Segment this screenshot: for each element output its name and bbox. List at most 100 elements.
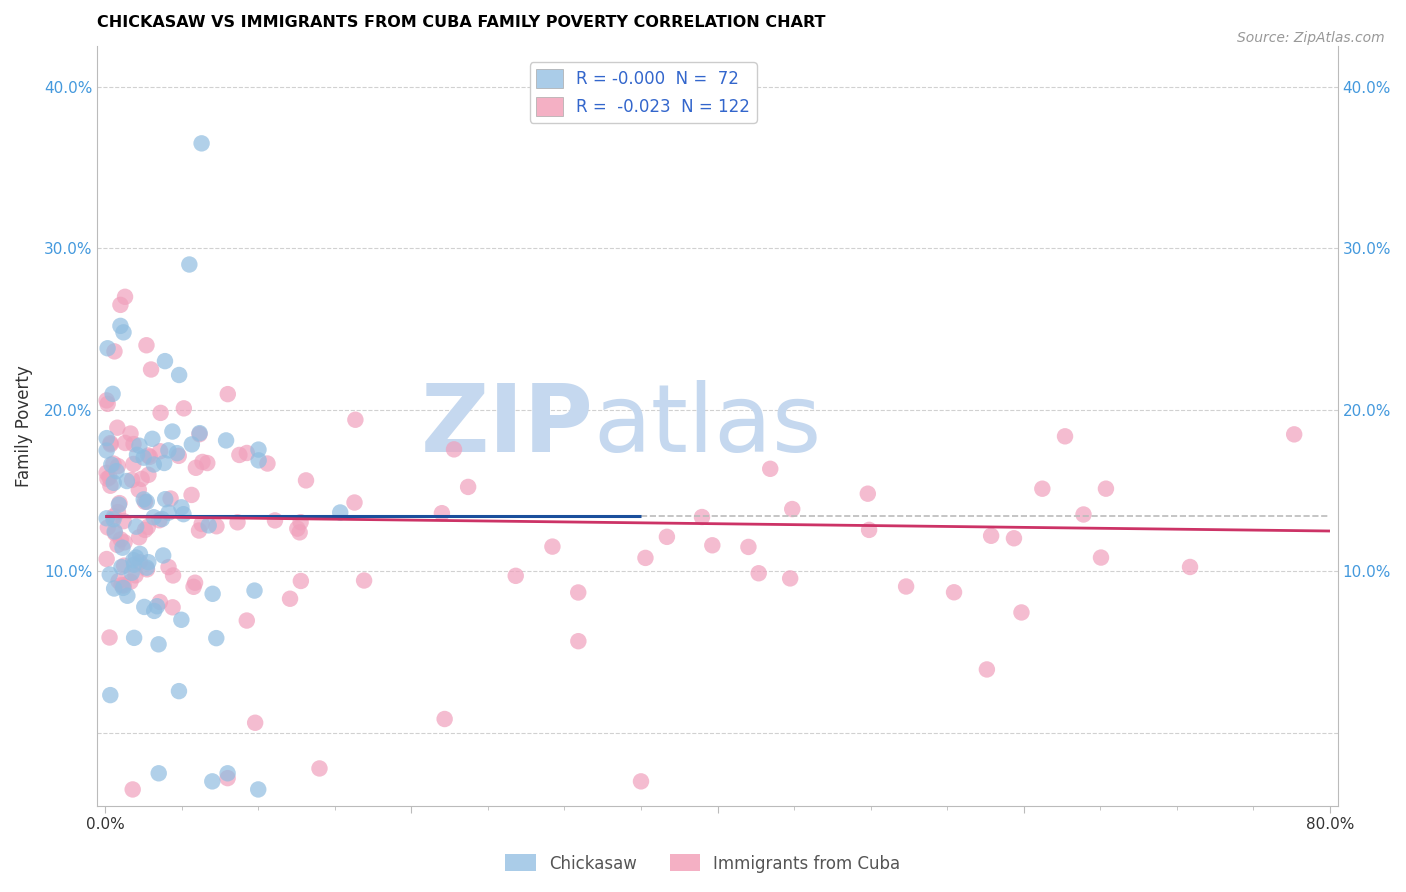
Point xyxy=(122,457,145,471)
Point xyxy=(541,540,564,554)
Point xyxy=(100,458,122,472)
Point xyxy=(103,582,125,596)
Point xyxy=(157,560,180,574)
Point xyxy=(141,432,163,446)
Point xyxy=(103,512,125,526)
Y-axis label: Family Poverty: Family Poverty xyxy=(15,365,32,487)
Point xyxy=(630,774,652,789)
Point xyxy=(1053,429,1076,443)
Point xyxy=(125,448,148,462)
Point xyxy=(329,506,352,520)
Point xyxy=(134,599,156,614)
Point xyxy=(120,426,142,441)
Point xyxy=(159,491,181,506)
Point xyxy=(124,568,146,582)
Point xyxy=(702,538,724,552)
Point xyxy=(858,523,880,537)
Point xyxy=(136,562,159,576)
Point xyxy=(173,401,195,416)
Point xyxy=(96,466,118,480)
Point xyxy=(112,581,135,595)
Point xyxy=(122,631,145,645)
Point xyxy=(856,486,879,500)
Point xyxy=(179,258,201,272)
Point xyxy=(433,712,456,726)
Point xyxy=(100,479,122,493)
Point xyxy=(132,450,155,465)
Point xyxy=(114,535,136,549)
Point xyxy=(103,344,125,359)
Text: atlas: atlas xyxy=(593,380,821,472)
Point xyxy=(103,509,125,524)
Point xyxy=(288,525,311,540)
Point xyxy=(1031,482,1053,496)
Point xyxy=(285,522,308,536)
Point xyxy=(980,529,1002,543)
Point xyxy=(167,368,190,382)
Point xyxy=(153,354,176,368)
Point xyxy=(457,480,479,494)
Point xyxy=(114,436,136,450)
Point xyxy=(136,555,159,569)
Point xyxy=(148,513,170,527)
Point xyxy=(167,684,190,698)
Point xyxy=(100,437,122,451)
Point xyxy=(353,574,375,588)
Point xyxy=(157,506,180,520)
Point xyxy=(157,443,180,458)
Point xyxy=(128,483,150,497)
Text: ZIP: ZIP xyxy=(420,380,593,472)
Point xyxy=(125,519,148,533)
Point xyxy=(97,341,120,355)
Point xyxy=(110,578,132,592)
Point xyxy=(243,583,266,598)
Point xyxy=(107,574,129,588)
Point xyxy=(134,495,156,509)
Point xyxy=(105,420,128,434)
Point xyxy=(100,436,122,450)
Point xyxy=(505,569,527,583)
Point xyxy=(1178,560,1201,574)
Point xyxy=(107,505,129,519)
Point xyxy=(103,475,125,490)
Point xyxy=(98,567,121,582)
Point xyxy=(104,526,127,541)
Point xyxy=(96,393,118,408)
Point xyxy=(142,510,165,524)
Point xyxy=(197,518,219,533)
Point xyxy=(103,457,125,471)
Point xyxy=(96,552,118,566)
Point xyxy=(1002,531,1025,545)
Point xyxy=(110,533,132,547)
Point xyxy=(128,555,150,569)
Point xyxy=(131,472,153,486)
Point xyxy=(737,540,759,554)
Point xyxy=(1095,482,1118,496)
Point xyxy=(149,406,172,420)
Point xyxy=(180,488,202,502)
Point xyxy=(205,631,228,645)
Point xyxy=(112,514,135,528)
Point xyxy=(146,599,169,614)
Point xyxy=(183,580,205,594)
Point xyxy=(290,515,312,529)
Point xyxy=(1010,606,1032,620)
Point xyxy=(201,774,224,789)
Text: CHICKASAW VS IMMIGRANTS FROM CUBA FAMILY POVERTY CORRELATION CHART: CHICKASAW VS IMMIGRANTS FROM CUBA FAMILY… xyxy=(97,15,825,30)
Point xyxy=(162,425,184,439)
Point xyxy=(172,507,194,521)
Point xyxy=(101,387,124,401)
Point xyxy=(128,530,150,544)
Point xyxy=(215,434,238,448)
Point xyxy=(779,571,801,585)
Point xyxy=(264,513,287,527)
Point xyxy=(96,472,118,486)
Point xyxy=(170,613,193,627)
Point xyxy=(138,467,160,482)
Point xyxy=(96,431,118,445)
Point xyxy=(98,470,121,484)
Point xyxy=(1073,508,1095,522)
Point xyxy=(96,443,118,458)
Point xyxy=(97,397,120,411)
Point xyxy=(217,766,239,780)
